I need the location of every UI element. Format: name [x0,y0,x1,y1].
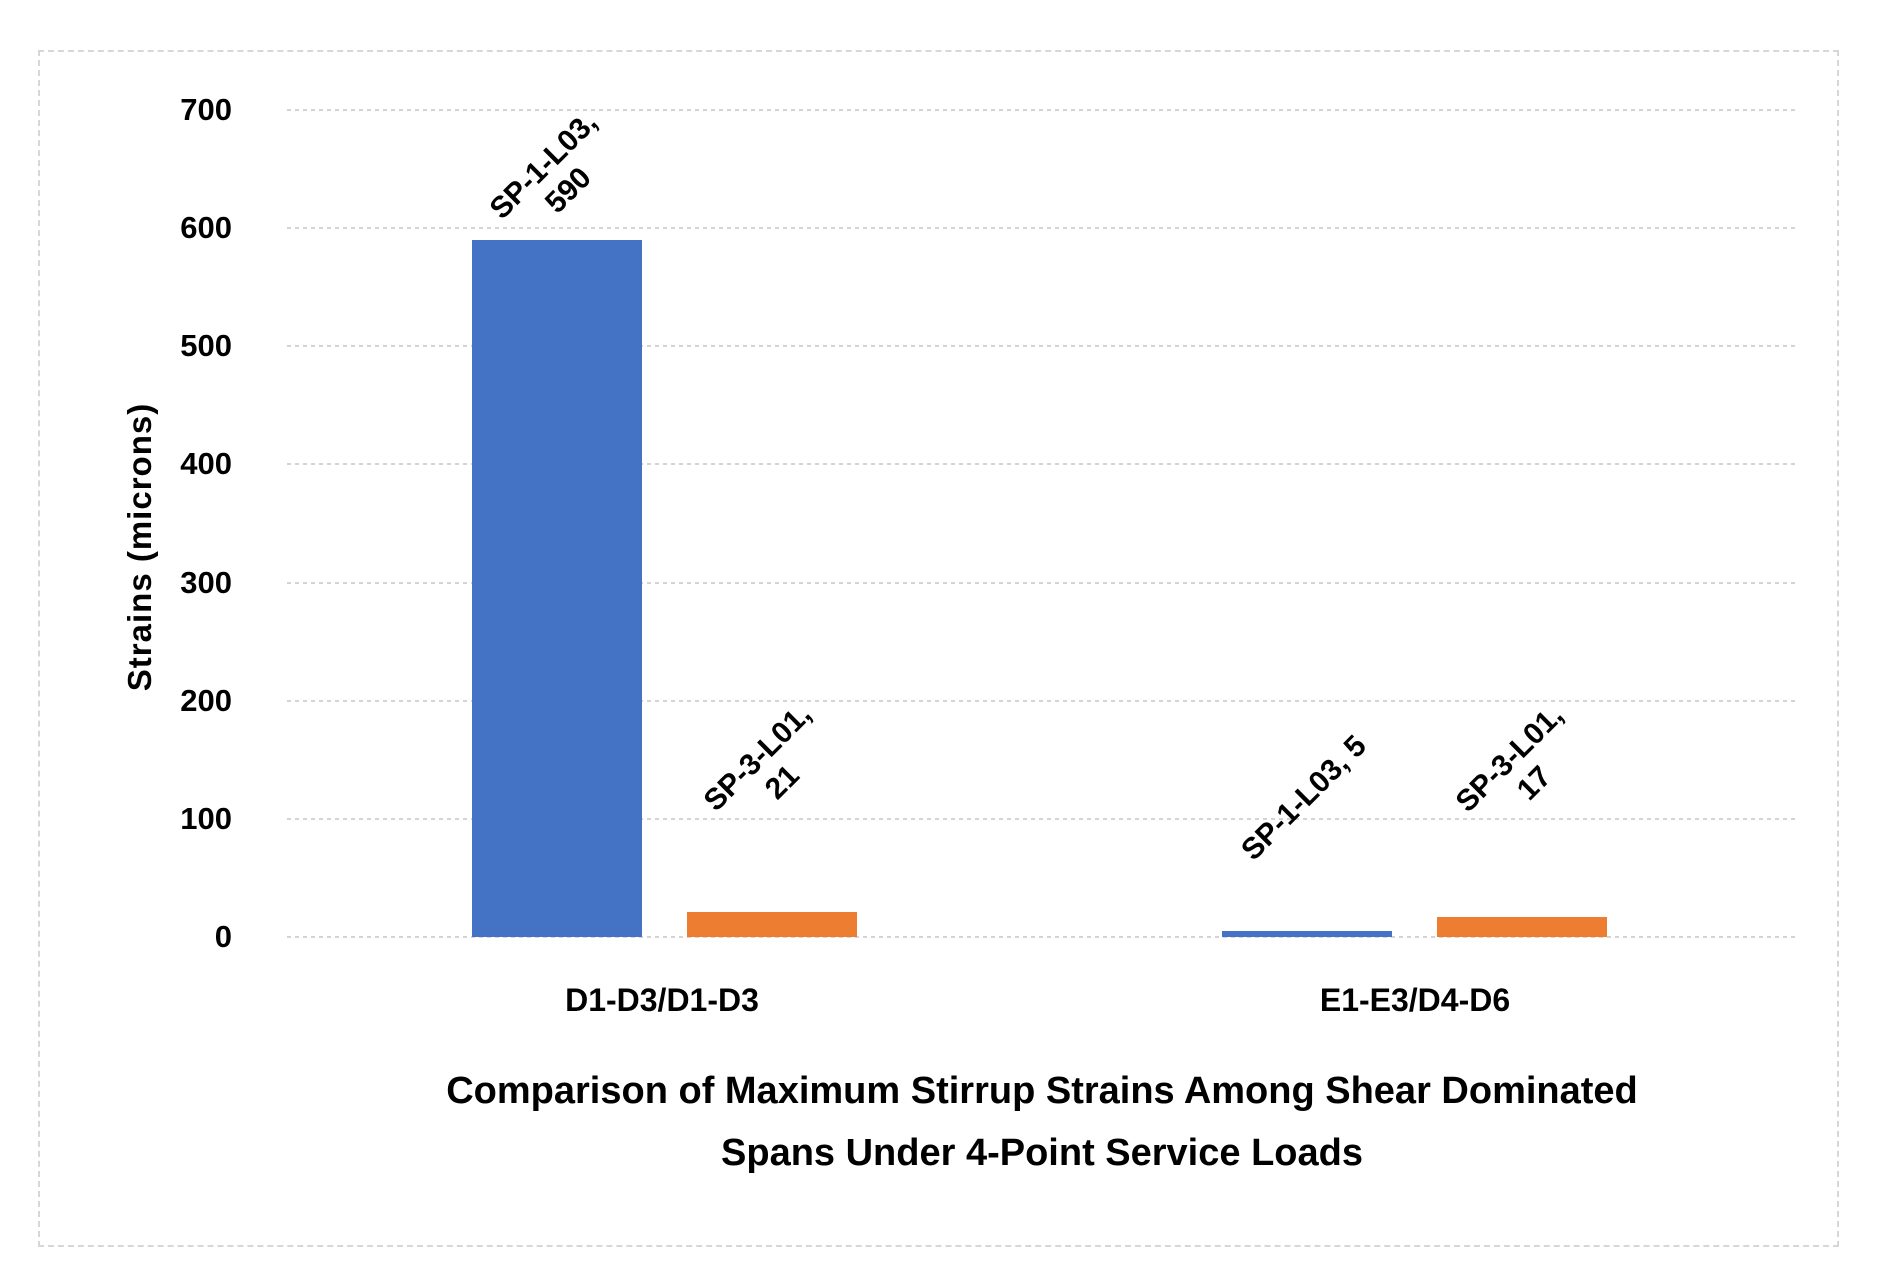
y-tick-label-500: 500 [180,328,232,364]
y-tick-label-0: 0 [214,919,232,954]
bar-sp-1-l03-d1-d3 [472,240,642,937]
y-tick-label-400: 400 [180,446,232,482]
gridline-100 [287,817,1797,820]
gridline-500 [287,345,1797,348]
y-tick-label-200: 200 [180,682,232,718]
bar-sp-3-l01-e1-e3 [1437,917,1607,937]
y-tick-label-100: 100 [180,800,232,836]
chart-frame: Strains (microns) 0 100 200 300 400 500 600 700… [38,50,1839,1247]
bar-sp-1-l03-e1-e3 [1222,931,1392,937]
x-axis-title: Comparison of Maximum Stirrup Strains Am… [446,1070,1638,1174]
y-tick-label-600: 600 [180,210,232,246]
y-tick-label-700: 700 [180,92,232,127]
gridline-400 [287,463,1797,466]
y-tick-label-300: 300 [180,564,232,600]
category-label-d1-d3: D1-D3/D1-D3 [565,982,759,1018]
gridline-200 [287,699,1797,702]
gridline-300 [287,581,1797,584]
gridline-600 [287,227,1797,230]
bar-sp-3-l01-d1-d3 [687,912,857,937]
gridline-700 [287,109,1797,111]
plot-area [287,109,1797,938]
gridline-0 [287,936,1797,938]
category-label-e1-e3: E1-E3/D4-D6 [1319,982,1511,1018]
